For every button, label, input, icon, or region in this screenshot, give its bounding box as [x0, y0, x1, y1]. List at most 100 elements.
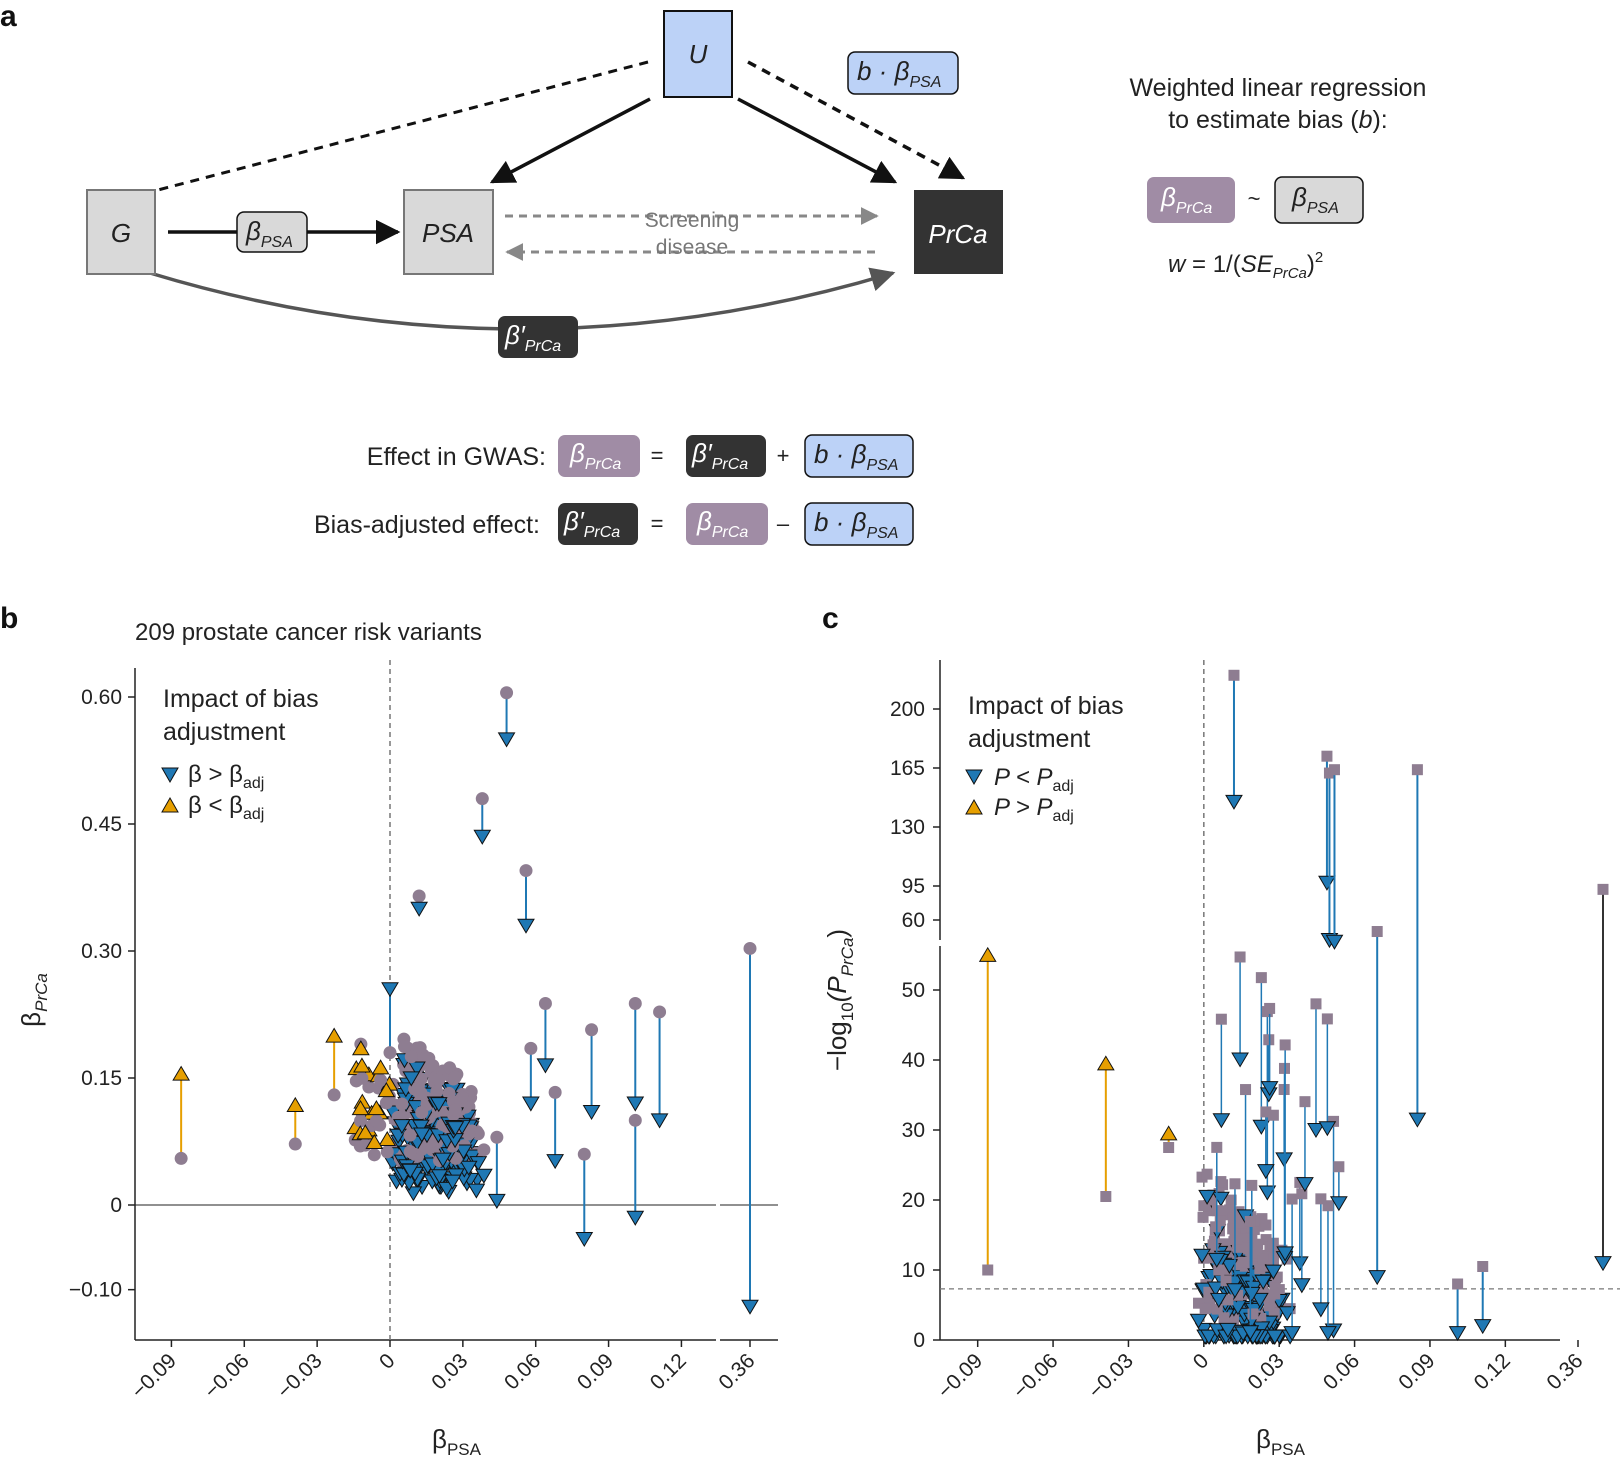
- c-point-unadjusted: [1163, 1142, 1175, 1153]
- c-cloud-adjusted: [1189, 1313, 1208, 1329]
- eq2-beta-prca-box: [686, 503, 768, 545]
- b-point-adjusted: [172, 1065, 191, 1081]
- edge-u-prca: [747, 60, 966, 180]
- c-cloud-adjusted: [1265, 1329, 1284, 1345]
- label-screening: Screening: [645, 209, 740, 232]
- b-legend-up-label: β < βadj: [188, 792, 264, 823]
- b-cloud-point: [423, 1058, 437, 1072]
- reg-beta-psa-box: [1274, 176, 1364, 224]
- b-cloud-adjusted-up: [377, 1081, 396, 1098]
- c-y-tick-label: 200: [890, 698, 925, 721]
- b-cloud-adjusted: [402, 1071, 421, 1087]
- b-point-adjusted: [626, 1210, 645, 1226]
- c-point-adjusted: [1225, 794, 1243, 810]
- b-y-ticks: 0.60 0.45 0.30 0.15 0 −0.10: [69, 686, 135, 1302]
- c-cloud-point: [1218, 1238, 1230, 1250]
- c-cloud-point: [1215, 1176, 1227, 1188]
- c-cloud-point: [1252, 1238, 1264, 1250]
- b-cloud-point: [403, 1128, 417, 1142]
- regression-title-2: to estimate bias (b):: [1168, 106, 1388, 134]
- c-cloud-adjusted: [1198, 1189, 1216, 1205]
- c-cloud-point: [1240, 1084, 1252, 1096]
- c-x-tick-label: 0.03: [1244, 1349, 1289, 1394]
- c-legend-title-2: adjustment: [968, 725, 1090, 753]
- c-y-tick-label: 95: [902, 875, 925, 898]
- c-cloud-adjusted: [1256, 1164, 1275, 1180]
- b-cloud-adjusted-up: [371, 1059, 390, 1075]
- c-x-tick-label: 0.12: [1470, 1349, 1515, 1394]
- b-point-unadjusted: [628, 996, 642, 1010]
- b-cloud-point: [374, 1073, 388, 1087]
- c-cloud-point: [1268, 1307, 1280, 1319]
- c-cloud-adjusted: [1278, 1306, 1297, 1322]
- c-x-tick-label: 0.36: [1542, 1349, 1587, 1394]
- b-point-unadjusted: [412, 889, 426, 903]
- c-cloud-point: [1234, 951, 1246, 963]
- b-point-unadjusted: [475, 792, 489, 806]
- c-cloud-adjusted: [1290, 1256, 1309, 1272]
- b-cloud-point: [395, 1097, 409, 1111]
- c-cloud-adjusted: [1307, 1122, 1325, 1139]
- b-point-adjusted: [487, 1193, 506, 1209]
- node-g: [86, 189, 156, 275]
- panel-b-letter: b: [0, 602, 18, 635]
- b-x-tick-label: 0.12: [646, 1349, 691, 1394]
- b-cloud-point: [477, 1143, 491, 1157]
- b-cloud-adjusted: [446, 1121, 465, 1137]
- c-x-label: βPSA: [1256, 1424, 1306, 1459]
- edge-u-g: [157, 60, 649, 192]
- b-y-tick-label: 0.45: [81, 813, 122, 836]
- c-y-label: −log10(PPrCa): [822, 929, 857, 1071]
- label-disease: disease: [656, 236, 728, 259]
- b-point-adjusted: [521, 1096, 540, 1112]
- b-cloud-point: [448, 1070, 462, 1084]
- c-cloud-point: [1205, 1198, 1217, 1210]
- b-point-adjusted: [497, 732, 516, 748]
- c-point-unadjusted: [1228, 669, 1240, 681]
- b-point-unadjusted: [628, 1113, 642, 1127]
- c-point-unadjusted: [1477, 1261, 1489, 1272]
- b-point-adjusted: [351, 1040, 370, 1056]
- c-cloud-point: [1269, 1281, 1281, 1293]
- b-x-ticks: −0.09 −0.06 −0.03 0 0.03 0.06 0.09 0.12 0.36: [127, 1340, 760, 1403]
- c-cloud-adjusted: [1260, 1081, 1279, 1097]
- eq1-beta-prca: βPrCa: [569, 438, 621, 473]
- c-cloud-point: [1211, 1303, 1223, 1315]
- c-cloud-adjusted: [1219, 1322, 1237, 1338]
- c-cloud-adjusted: [1226, 1283, 1244, 1299]
- b-points: [172, 686, 759, 1315]
- eq1-beta-prca-box: [558, 435, 640, 477]
- c-cloud-point: [1225, 1194, 1237, 1206]
- c-x-ticks: −0.09 −0.06 −0.03 0 0.03 0.06 0.09 0.12 0.36: [933, 1340, 1588, 1403]
- c-cloud-point: [1227, 1223, 1239, 1235]
- c-cloud-point: [1227, 1313, 1239, 1325]
- c-x-tick-label: 0.09: [1394, 1349, 1439, 1394]
- c-point-adjusted: [1368, 1270, 1387, 1286]
- c-cloud-point: [1322, 1200, 1334, 1212]
- c-cloud-point: [1310, 998, 1322, 1010]
- panel-b: b 209 prostate cancer risk variants 0.60…: [0, 602, 778, 1459]
- b-cloud-point: [432, 1073, 446, 1087]
- c-point-adjusted: [1473, 1319, 1492, 1335]
- b-y-label: βPrCa: [16, 973, 51, 1027]
- c-cloud-point: [1279, 1039, 1291, 1051]
- c-cloud-point: [1251, 1247, 1263, 1259]
- c-break-gap: [936, 940, 946, 946]
- c-cloud-adjusted: [1252, 1321, 1271, 1337]
- c-cloud-point: [1238, 1233, 1250, 1245]
- c-point-adjusted: [1318, 875, 1336, 891]
- b-y-tick-label: 0: [110, 1194, 122, 1217]
- b-cloud-point: [430, 1085, 444, 1099]
- c-point-unadjusted: [1411, 764, 1423, 776]
- c-cloud-point: [1333, 1161, 1345, 1173]
- label-beta-psa-box: [236, 211, 308, 253]
- b-cloud-point: [471, 1127, 485, 1141]
- b-point-adjusted: [741, 1299, 759, 1315]
- b-cloud-point: [403, 1145, 417, 1159]
- c-point-unadjusted: [982, 1264, 994, 1276]
- c-x-tick-label: −0.03: [1084, 1349, 1138, 1403]
- c-cloud-point: [1255, 972, 1267, 984]
- c-cloud-point: [1264, 1002, 1276, 1014]
- c-cloud-point: [1232, 1241, 1244, 1253]
- c-cloud-point: [1215, 1013, 1227, 1025]
